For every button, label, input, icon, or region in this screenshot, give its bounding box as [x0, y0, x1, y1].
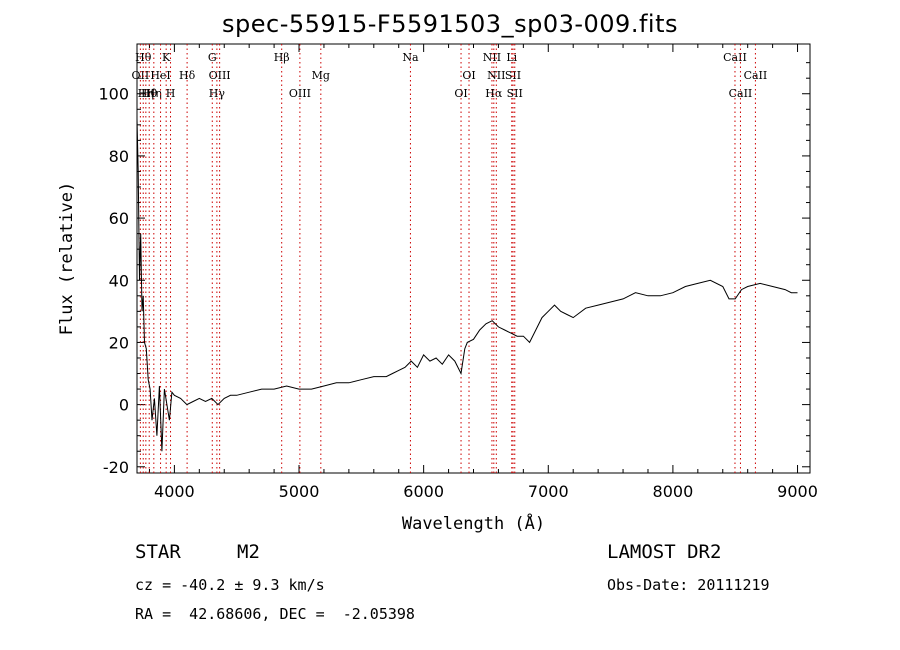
y-axis-label: Flux (relative) [57, 182, 77, 336]
line-marker-label: Na [402, 51, 419, 64]
line-marker-label: G [208, 51, 217, 64]
x-tick-label: 5000 [279, 482, 320, 501]
x-tick-label: 7000 [528, 482, 569, 501]
survey-label: LAMOST DR2 [607, 541, 722, 563]
x-tick-label: 8000 [653, 482, 694, 501]
line-marker-label: OI [454, 87, 467, 100]
line-marker-label: Hα [485, 87, 503, 100]
line-marker-label: Hθ [135, 51, 152, 64]
line-marker-label: H [166, 87, 176, 100]
plot-title: spec-55915-F5591503_sp03-009.fits [222, 10, 678, 38]
object-subclass: M2 [237, 541, 260, 563]
spectrum-line [136, 118, 798, 452]
plot-frame [136, 43, 811, 474]
x-tick-label: 4000 [154, 482, 195, 501]
y-tick-label: 100 [98, 85, 129, 104]
line-marker-label: OIII [209, 69, 231, 82]
line-marker-label: K [162, 51, 171, 64]
y-tick-label: 60 [109, 209, 129, 228]
line-marker-label: Hβ [274, 51, 290, 64]
line-marker-label: Mg [312, 69, 330, 82]
line-marker-label: CaII [723, 51, 747, 64]
y-tick-label: 40 [109, 271, 129, 290]
line-marker-label: Hη [138, 87, 154, 100]
x-tick-label: 9000 [777, 482, 818, 501]
line-marker-label: CaII [744, 69, 768, 82]
obs-date: Obs-Date: 20111219 [607, 576, 770, 594]
line-marker-label: Hδ [179, 69, 196, 82]
line-marker-label: NII [483, 51, 501, 64]
y-tick-label: 20 [109, 333, 129, 352]
line-marker-label: OI [462, 69, 475, 82]
line-marker-label: OII [132, 69, 150, 82]
y-tick-label: 80 [109, 147, 129, 166]
y-tick-label: -20 [103, 458, 129, 477]
line-marker-label: NII [487, 69, 505, 82]
line-marker-label: CaII [729, 87, 753, 100]
line-marker-label: Hγ [209, 87, 226, 100]
line-marker-label: Li [506, 51, 517, 64]
y-tick-label: 0 [119, 396, 129, 415]
line-marker-label: SII [507, 87, 523, 100]
line-marker-label: OIII [289, 87, 311, 100]
line-marker-label: HeI [150, 69, 170, 82]
line-marker-label: Hη [146, 87, 162, 100]
ra-dec: RA = 42.68606, DEC = -2.05398 [135, 605, 415, 623]
x-axis-label: Wavelength (Å) [402, 512, 545, 534]
redshift-cz: cz = -40.2 ± 9.3 km/s [135, 576, 325, 594]
x-tick-label: 6000 [403, 482, 444, 501]
line-marker-label: SII [505, 69, 521, 82]
object-class: STAR [135, 541, 181, 563]
